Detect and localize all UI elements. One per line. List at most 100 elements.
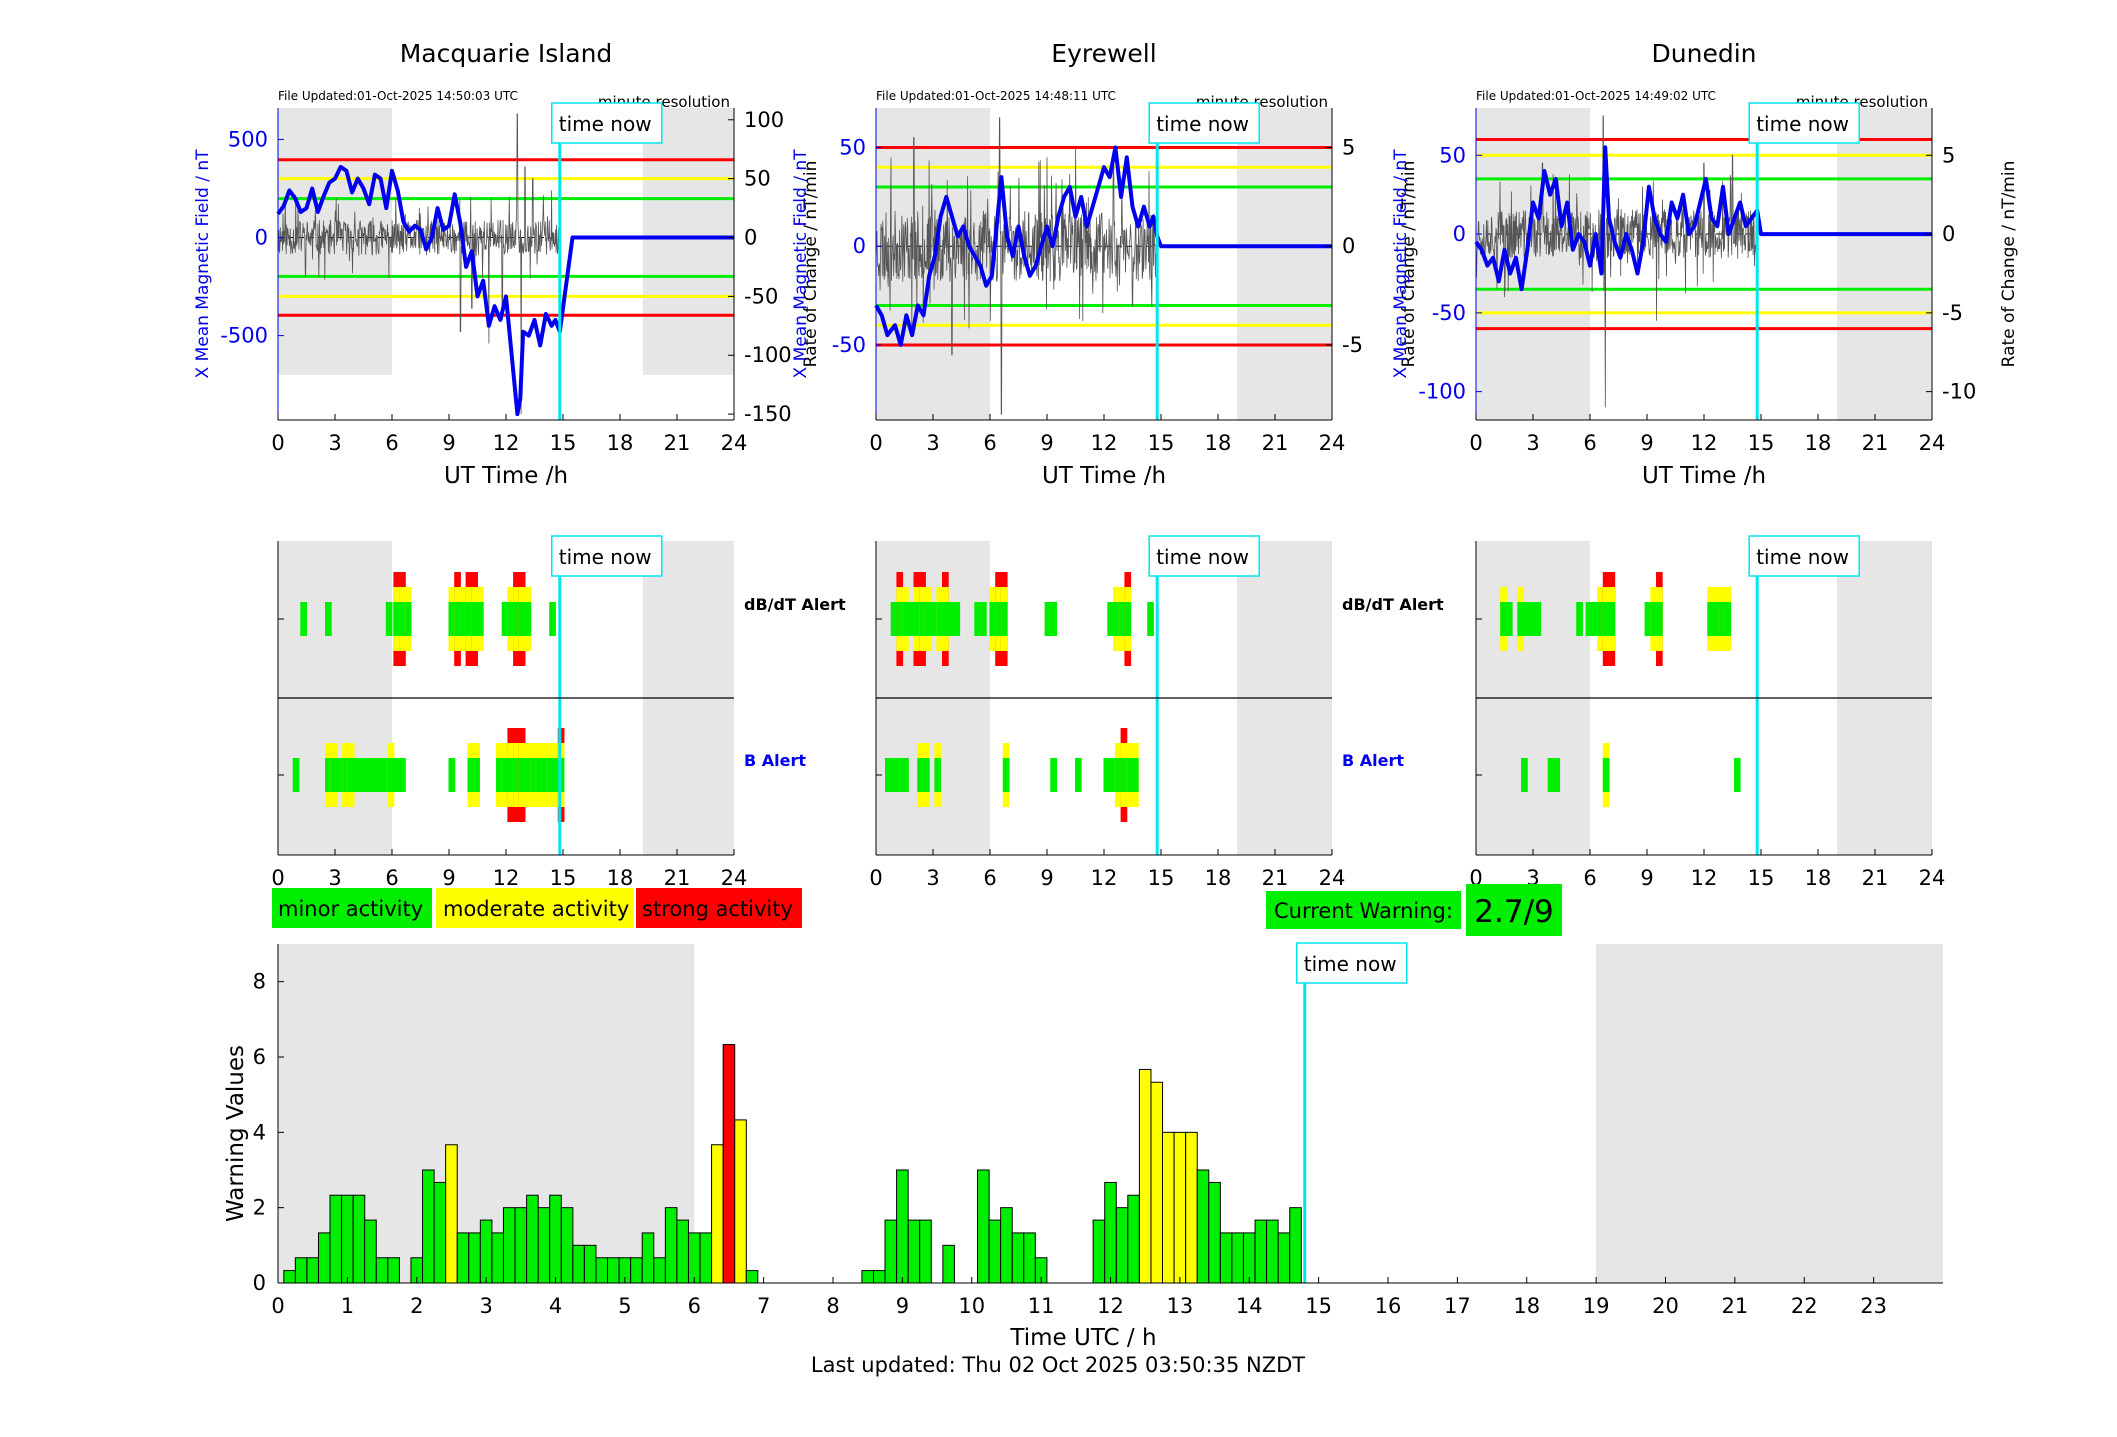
activity-legend: minor activity moderate activity strong … — [272, 888, 802, 928]
field-series — [276, 164, 734, 417]
b-alert-block — [376, 758, 383, 792]
y-axis-label-right: Rate of Change / nT/min — [1399, 161, 1419, 368]
x-tick-label: 18 — [1513, 1294, 1540, 1318]
time-now-box — [551, 102, 663, 144]
warning-bar — [294, 1257, 308, 1284]
eyrewell-magnetometer-panel: Eyrewell File Updated:01-Oct-2025 14:48:1… — [791, 39, 1419, 489]
dunedin-magnetometer-panel: Dunedin File Updated:01-Oct-2025 14:49:02… — [1391, 39, 2019, 489]
b-alert-block — [1602, 758, 1610, 792]
y-tick-label-right: 50 — [744, 167, 771, 191]
b-alert-block — [1050, 758, 1057, 792]
b-alert-block — [885, 758, 892, 792]
dbdt-block — [1050, 602, 1057, 636]
warning-bar — [306, 1257, 319, 1284]
file-updated: File Updated:01-Oct-2025 14:49:02 UTC — [1476, 89, 1716, 103]
rate-of-change-series — [1475, 115, 1758, 408]
warning-bar — [745, 1270, 759, 1284]
warning-bar — [491, 1232, 504, 1284]
y-tick-label: 2 — [253, 1196, 266, 1220]
b-alert-block — [530, 758, 537, 792]
dbdt-block — [513, 602, 520, 636]
y-axis-label-right: Rate of Change / nT/min — [801, 161, 821, 368]
warning-bar — [583, 1244, 597, 1284]
x-tick-label: 21 — [1722, 1294, 1749, 1318]
b-alert-block — [387, 758, 395, 792]
y-tick-label-right: -150 — [744, 402, 792, 426]
x-tick-label: 7 — [757, 1294, 770, 1318]
b-alert-block — [1132, 758, 1139, 792]
x-tick-label: 1 — [341, 1294, 354, 1318]
x-tick-label: 15 — [550, 866, 577, 890]
b-alert-block — [336, 758, 344, 792]
x-tick-label: 21 — [664, 431, 691, 455]
x-tick-label: 20 — [1652, 1294, 1679, 1318]
warning-bar — [1000, 1207, 1013, 1284]
warning-bar — [734, 1119, 747, 1284]
x-tick-label: 12 — [1691, 866, 1718, 890]
b-alert-block — [364, 758, 372, 792]
dbdt-block — [974, 602, 981, 636]
dbdt-block — [524, 602, 532, 636]
x-tick-label: 15 — [550, 431, 577, 455]
warning-bar — [1023, 1232, 1036, 1284]
y-tick-label-right: -5 — [1942, 301, 1963, 325]
dbdt-block — [1576, 602, 1583, 636]
file-updated: File Updated:01-Oct-2025 14:50:03 UTC — [278, 89, 518, 103]
dbdt-block — [325, 602, 332, 636]
b-alert-block — [934, 758, 942, 792]
x-tick-label: 9 — [1040, 431, 1053, 455]
x-tick-label: 18 — [1205, 431, 1232, 455]
dbdt-block — [1528, 602, 1536, 636]
warning-bar — [699, 1232, 713, 1284]
x-tick-label: 24 — [1919, 866, 1946, 890]
time-now-label: time now — [1156, 545, 1249, 569]
b-alert-label: B Alert — [744, 751, 806, 770]
x-tick-label: 14 — [1236, 1294, 1263, 1318]
x-tick-label: 6 — [1583, 866, 1596, 890]
b-alert-block — [1126, 758, 1133, 792]
dbdt-block — [1707, 602, 1714, 636]
b-alert-block — [896, 758, 904, 792]
b-alert-block — [448, 758, 456, 792]
b-alert-block — [467, 758, 475, 792]
warning-bar — [468, 1232, 481, 1284]
x-tick-label: 24 — [1919, 431, 1946, 455]
current-warning-label-box — [1266, 891, 1461, 929]
y-tick-label-right: 0 — [1342, 234, 1355, 258]
dbdt-block — [448, 602, 456, 636]
b-alert-block — [553, 758, 560, 792]
warning-bar — [1115, 1207, 1129, 1284]
x-tick-label: 21 — [664, 866, 691, 890]
x-tick-label: 15 — [1748, 431, 1775, 455]
macquarie-alert-panel: time now 0 3 6 9 12 15 18 21 24 dB/dT Alert B Alert — [271, 535, 846, 890]
warning-bar — [653, 1257, 666, 1284]
warning-bar — [942, 1244, 955, 1284]
dbdt-alert-label: dB/dT Alert — [744, 595, 846, 614]
time-now-label: time now — [1756, 545, 1849, 569]
warning-bar — [1219, 1232, 1233, 1284]
x-tick-label: 6 — [1583, 431, 1596, 455]
y-tick-label-right: 100 — [744, 108, 784, 132]
current-warning-value-box — [1466, 884, 1562, 936]
x-tick-label: 24 — [1319, 866, 1346, 890]
x-tick-label: 8 — [826, 1294, 839, 1318]
warning-bar — [1277, 1232, 1291, 1284]
y-tick-label-left: 0 — [853, 234, 866, 258]
warning-bar — [422, 1169, 435, 1284]
warning-bar — [456, 1232, 470, 1284]
x-tick-label: 6 — [385, 431, 398, 455]
y-axis-label-left: X Mean Magnetic Field / nT — [791, 149, 811, 379]
y-tick-label-right: 0 — [744, 226, 757, 250]
dbdt-block — [1517, 602, 1524, 636]
y-tick-label-right: 5 — [1942, 143, 1955, 167]
dbdt-block — [1597, 602, 1604, 636]
warning-bar — [711, 1144, 724, 1284]
warning-bar — [977, 1169, 990, 1284]
x-tick-label: 24 — [721, 431, 748, 455]
x-tick-label: 0 — [271, 1294, 284, 1318]
dbdt-block — [501, 602, 509, 636]
x-axis-label: Time UTC / h — [1009, 1325, 1156, 1351]
x-tick-label: 18 — [1805, 866, 1832, 890]
b-alert-block — [923, 758, 930, 792]
